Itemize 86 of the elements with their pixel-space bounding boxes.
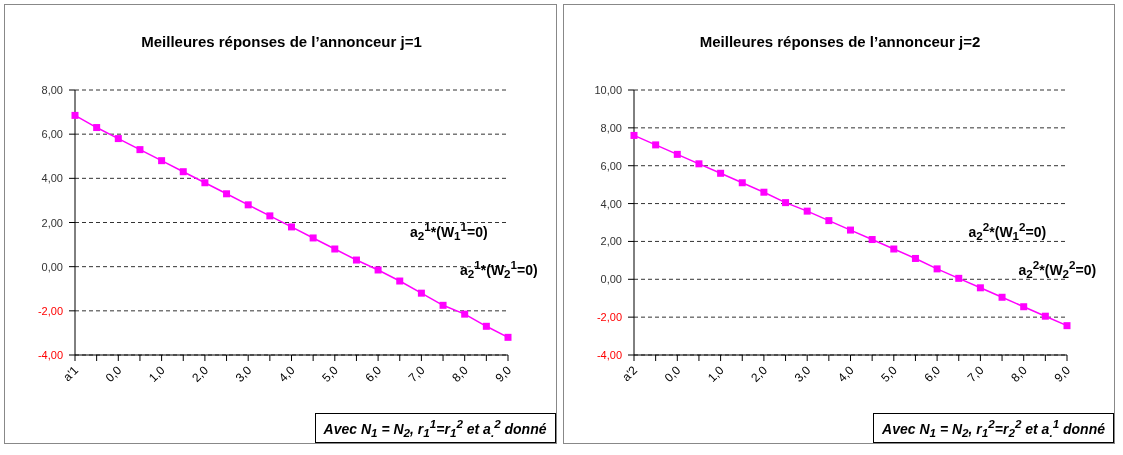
- chart-title: Meilleures réponses de l’annonceur j=2: [698, 33, 982, 50]
- x-tick-label: 9,0: [492, 363, 515, 385]
- y-tick-label: -2,00: [596, 311, 622, 324]
- x-tick-label: 2,0: [189, 363, 212, 385]
- y-tick-label: 2,00: [600, 235, 622, 248]
- y-tick-label: -4,00: [596, 349, 622, 361]
- y-tick-label: 8,00: [600, 121, 622, 134]
- x-tick-label: 2,0: [747, 363, 770, 385]
- y-tick-label: 4,00: [41, 172, 63, 185]
- point: [781, 199, 789, 207]
- point: [417, 289, 425, 297]
- point: [504, 333, 512, 341]
- point: [803, 207, 811, 215]
- point: [309, 234, 317, 242]
- y-tick-label: 0,00: [41, 260, 63, 273]
- text: Avec N$_{1}$ = N$_{2}$, r$_{1}$$^{1}$=r$_{1}$$^{2}$ et a$_{.}$$^{2}$ donné: [323, 416, 547, 439]
- point: [716, 169, 724, 177]
- point: [1063, 322, 1070, 330]
- x-tick-label: 5,0: [877, 363, 900, 385]
- point: [374, 266, 382, 274]
- point: [651, 141, 659, 149]
- point: [352, 256, 360, 264]
- point: [396, 277, 404, 285]
- point: [288, 223, 295, 231]
- x-tick-label: 3,0: [232, 363, 255, 385]
- x-tick-label: 6,0: [362, 363, 385, 385]
- x-tick-label: 8,0: [1007, 363, 1030, 385]
- y-tick-label: 10,00: [593, 84, 622, 96]
- y-tick-label: 0,00: [600, 273, 622, 286]
- point: [889, 245, 897, 253]
- annotation: a$_{2}$$^{2}$*(W$_{2}$$^{2}$=0): [1018, 258, 1097, 281]
- x-tick-label: 3,0: [791, 363, 814, 385]
- point: [71, 111, 79, 119]
- point: [868, 236, 876, 244]
- x-tick-label: 1,0: [146, 363, 168, 385]
- point: [482, 322, 490, 330]
- point: [461, 310, 469, 318]
- y-tick-label: -4,00: [37, 349, 63, 361]
- text: Avec N$_{1}$ = N$_{2}$, r$_{1}$$^{2}$=r$_{2}$$^{2}$ et a$_{.}$$^{1}$ donné: [882, 416, 1105, 439]
- point: [266, 212, 274, 220]
- point: [331, 245, 339, 253]
- annotation: a$_{2}$$^{2}$*(W$_{1}$$^{2}$=0): [968, 220, 1047, 243]
- point: [223, 190, 231, 198]
- point: [244, 201, 252, 209]
- point: [93, 124, 101, 132]
- point: [759, 188, 767, 196]
- x-tick-label: 4,0: [834, 363, 857, 385]
- point: [673, 150, 681, 158]
- x-tick-label: a'1: [60, 362, 82, 385]
- point: [954, 274, 962, 282]
- annotation: a$_{2}$$^{1}$*(W$_{1}$$^{1}$=0): [410, 220, 488, 243]
- x-tick-label: 5,0: [319, 363, 342, 385]
- point: [114, 135, 122, 143]
- chart-title: Meilleures réponses de l’annonceur j=1: [140, 33, 423, 50]
- y-tick-label: 8,00: [41, 84, 63, 96]
- x-tick-label: 7,0: [405, 363, 428, 385]
- point: [136, 146, 144, 154]
- point: [738, 179, 746, 187]
- x-tick-label: 6,0: [921, 363, 943, 385]
- point: [846, 226, 854, 234]
- x-tick-label: 0,0: [102, 363, 125, 385]
- x-tick-label: 7,0: [964, 363, 987, 385]
- point: [201, 179, 209, 187]
- x-tick-label: 0,0: [661, 363, 684, 385]
- point: [1041, 312, 1049, 320]
- y-tick-label: 2,00: [41, 216, 63, 229]
- point: [911, 254, 919, 262]
- point: [179, 168, 187, 176]
- point: [976, 284, 984, 292]
- point: [439, 301, 447, 309]
- point: [824, 217, 832, 225]
- y-tick-label: 6,00: [41, 128, 63, 141]
- x-tick-label: 1,0: [704, 363, 727, 385]
- point: [630, 131, 637, 139]
- point: [998, 293, 1006, 301]
- x-tick-label: a'2: [618, 362, 640, 385]
- y-tick-label: -2,00: [37, 304, 63, 317]
- point: [933, 265, 941, 273]
- x-tick-label: 9,0: [1050, 363, 1073, 385]
- y-tick-label: 4,00: [600, 197, 622, 210]
- y-tick-label: 6,00: [600, 159, 622, 172]
- x-tick-label: 4,0: [275, 363, 298, 385]
- point: [1019, 303, 1027, 311]
- point: [158, 157, 166, 165]
- x-tick-label: 8,0: [449, 363, 472, 385]
- point: [694, 160, 702, 168]
